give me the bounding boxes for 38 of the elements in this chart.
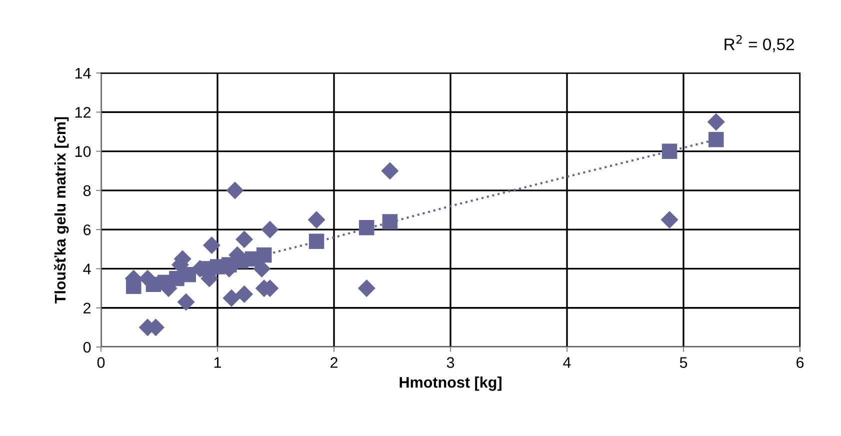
x-tick-label: 5 (680, 357, 688, 368)
x-tick-label: 6 (796, 357, 804, 368)
point (660, 211, 678, 229)
x-tick-label: 2 (330, 357, 338, 368)
point (381, 162, 399, 180)
y-tick-label: 4 (83, 264, 91, 274)
text: R$^{2}$ = 0,52 (724, 35, 794, 52)
point (226, 182, 244, 200)
y-axis-title: Tloušťka gelu matrix [cm] (54, 117, 69, 304)
y-tick-label: 8 (83, 185, 91, 196)
y-tick-label: 12 (75, 107, 91, 118)
x-tick-label: 1 (214, 357, 222, 368)
point (222, 289, 240, 307)
x-tick-label: 3 (446, 357, 454, 368)
point (358, 220, 374, 236)
point (708, 132, 724, 148)
point (308, 211, 326, 229)
y-tick-label: 0 (83, 342, 91, 353)
y-tick-label: 2 (84, 302, 91, 314)
x-tick-label: 4 (563, 357, 571, 368)
x-axis-title: Hmotnost [kg] (400, 376, 502, 391)
point (236, 230, 254, 248)
y-tick-label: 14 (75, 68, 91, 79)
point (126, 278, 142, 294)
point (256, 247, 272, 263)
point (180, 266, 196, 282)
y-tick-label: 10 (75, 146, 91, 157)
point (261, 220, 279, 238)
point (202, 236, 220, 254)
point (707, 113, 725, 131)
point (236, 285, 254, 303)
point (358, 280, 376, 298)
point (308, 234, 324, 249)
x-tick-label: 0 (97, 357, 105, 368)
point (662, 144, 678, 159)
point (177, 293, 195, 311)
point (382, 214, 398, 230)
y-tick-label: 6 (84, 224, 91, 236)
